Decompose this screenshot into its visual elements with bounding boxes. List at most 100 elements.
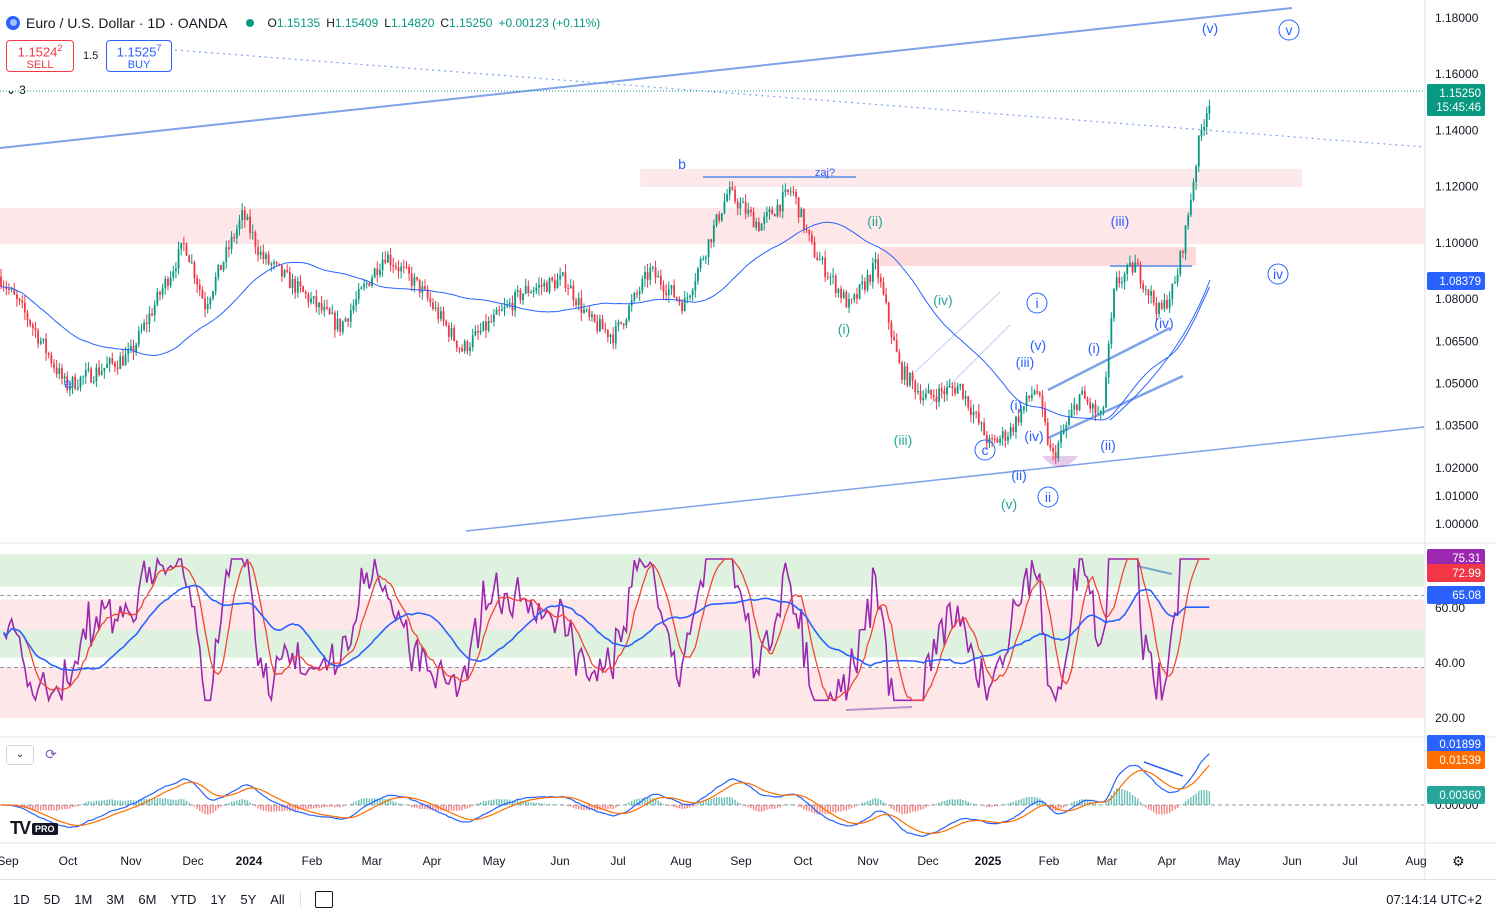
indicators-toggle[interactable]: ⌄ 3 bbox=[6, 81, 36, 99]
macd-histogram-bar bbox=[991, 805, 992, 807]
candle bbox=[1171, 283, 1173, 305]
candle-body bbox=[342, 322, 344, 332]
settings-gear-icon[interactable]: ⚙ bbox=[1452, 853, 1465, 870]
candle-body bbox=[774, 214, 776, 216]
macd-histogram-bar bbox=[438, 805, 439, 811]
candle-body bbox=[96, 368, 98, 382]
range-6m[interactable]: 6M bbox=[131, 892, 163, 907]
macd-histogram-bar bbox=[469, 805, 470, 808]
candle-body bbox=[392, 265, 394, 266]
current-price-label-text: 1.15250 bbox=[1439, 88, 1481, 100]
range-1m[interactable]: 1M bbox=[67, 892, 99, 907]
range-1d[interactable]: 1D bbox=[6, 892, 37, 907]
candle bbox=[339, 318, 341, 335]
candle bbox=[917, 383, 919, 395]
macd-histogram-bar bbox=[673, 805, 674, 807]
macd-histogram-bar bbox=[578, 805, 579, 809]
macd-histogram-bar bbox=[925, 805, 926, 808]
candle-body bbox=[732, 187, 734, 189]
candle-body bbox=[1028, 396, 1030, 398]
candle-body bbox=[599, 319, 601, 331]
macd-histogram-bar bbox=[340, 805, 341, 807]
candle-body bbox=[273, 262, 275, 264]
range-5y[interactable]: 5Y bbox=[233, 892, 263, 907]
candle bbox=[308, 292, 310, 308]
candle bbox=[262, 244, 264, 263]
symbol-title[interactable]: Euro / U.S. Dollar · 1D · OANDA bbox=[26, 15, 228, 31]
macd-histogram-bar bbox=[162, 798, 163, 805]
macd-histogram-bar bbox=[85, 802, 86, 805]
candle bbox=[199, 279, 201, 296]
macd-histogram-bar bbox=[1066, 805, 1067, 806]
candle bbox=[1028, 395, 1030, 402]
candle bbox=[647, 264, 649, 288]
candle bbox=[596, 315, 598, 334]
candle-body bbox=[443, 311, 445, 321]
macd-histogram-bar bbox=[634, 800, 635, 805]
line-price-label-text: 1.08379 bbox=[1439, 276, 1481, 288]
macd-histogram-bar bbox=[199, 805, 200, 811]
candle bbox=[1034, 389, 1036, 395]
candle-body bbox=[591, 315, 593, 318]
macd-histogram-bar bbox=[764, 805, 765, 811]
candle-body bbox=[1145, 289, 1147, 290]
macd-histogram-bar bbox=[1137, 799, 1138, 805]
macd-histogram-bar bbox=[538, 803, 539, 805]
macd-histogram-bar bbox=[260, 805, 261, 810]
candle-body bbox=[694, 281, 696, 290]
candle-body bbox=[782, 192, 784, 211]
candle-body bbox=[289, 272, 291, 288]
macd-histogram-bar bbox=[485, 801, 486, 805]
macd-histogram-bar bbox=[716, 797, 717, 805]
candle-body bbox=[453, 328, 455, 341]
candle-body bbox=[742, 202, 744, 203]
candle-body bbox=[997, 439, 999, 442]
candle-body bbox=[1203, 127, 1205, 129]
candle-body bbox=[1047, 422, 1049, 444]
candle-body bbox=[543, 283, 545, 287]
candle-body bbox=[24, 303, 26, 313]
candle bbox=[490, 314, 492, 323]
sell-button[interactable]: 1.15242 SELL bbox=[6, 40, 74, 72]
macd-histogram-bar bbox=[769, 805, 770, 809]
candle bbox=[973, 404, 975, 423]
candle bbox=[845, 290, 847, 308]
macd-histogram-bar bbox=[496, 799, 497, 805]
candle-body bbox=[464, 341, 466, 351]
range-ytd[interactable]: YTD bbox=[163, 892, 203, 907]
candle-body bbox=[700, 259, 702, 268]
candle-body bbox=[106, 364, 108, 368]
candle bbox=[164, 276, 166, 295]
chart-canvas[interactable]: bazaj?(ii)(iv)(i)(iii)c(ii)(v)i(v)(iii)(… bbox=[0, 0, 1496, 880]
candle-body bbox=[766, 212, 768, 216]
candle bbox=[215, 272, 217, 295]
macd-histogram-bar bbox=[528, 802, 529, 805]
candle-body bbox=[644, 272, 646, 279]
range-all[interactable]: All bbox=[263, 892, 291, 907]
candle-body bbox=[260, 252, 262, 255]
macd-histogram-bar bbox=[684, 805, 685, 809]
candle bbox=[1153, 290, 1155, 307]
buy-button[interactable]: 1.15257 BUY bbox=[106, 40, 172, 72]
macd-histogram-bar bbox=[456, 805, 457, 811]
candle-body bbox=[938, 388, 940, 402]
macd-histogram-bar bbox=[721, 797, 722, 805]
clock-timezone[interactable]: 07:14:14 UTC+2 bbox=[1386, 892, 1482, 907]
calendar-goto-icon[interactable] bbox=[315, 891, 333, 908]
candle bbox=[114, 361, 116, 372]
candle-body bbox=[331, 313, 333, 314]
refresh-icon[interactable]: ⟳ bbox=[42, 746, 60, 764]
range-5d[interactable]: 5D bbox=[37, 892, 68, 907]
candle-body bbox=[371, 278, 373, 286]
macd-histogram-bar bbox=[223, 805, 224, 806]
candle-body bbox=[419, 279, 421, 292]
range-1y[interactable]: 1Y bbox=[203, 892, 233, 907]
macd-histogram-bar bbox=[941, 802, 942, 805]
range-3m[interactable]: 3M bbox=[99, 892, 131, 907]
candle bbox=[872, 258, 874, 289]
candle bbox=[898, 349, 900, 364]
macd-histogram-bar bbox=[69, 805, 70, 809]
candle-body bbox=[994, 439, 996, 440]
candle-body bbox=[82, 376, 84, 377]
collapse-pane-button[interactable]: ⌄ bbox=[6, 745, 34, 765]
